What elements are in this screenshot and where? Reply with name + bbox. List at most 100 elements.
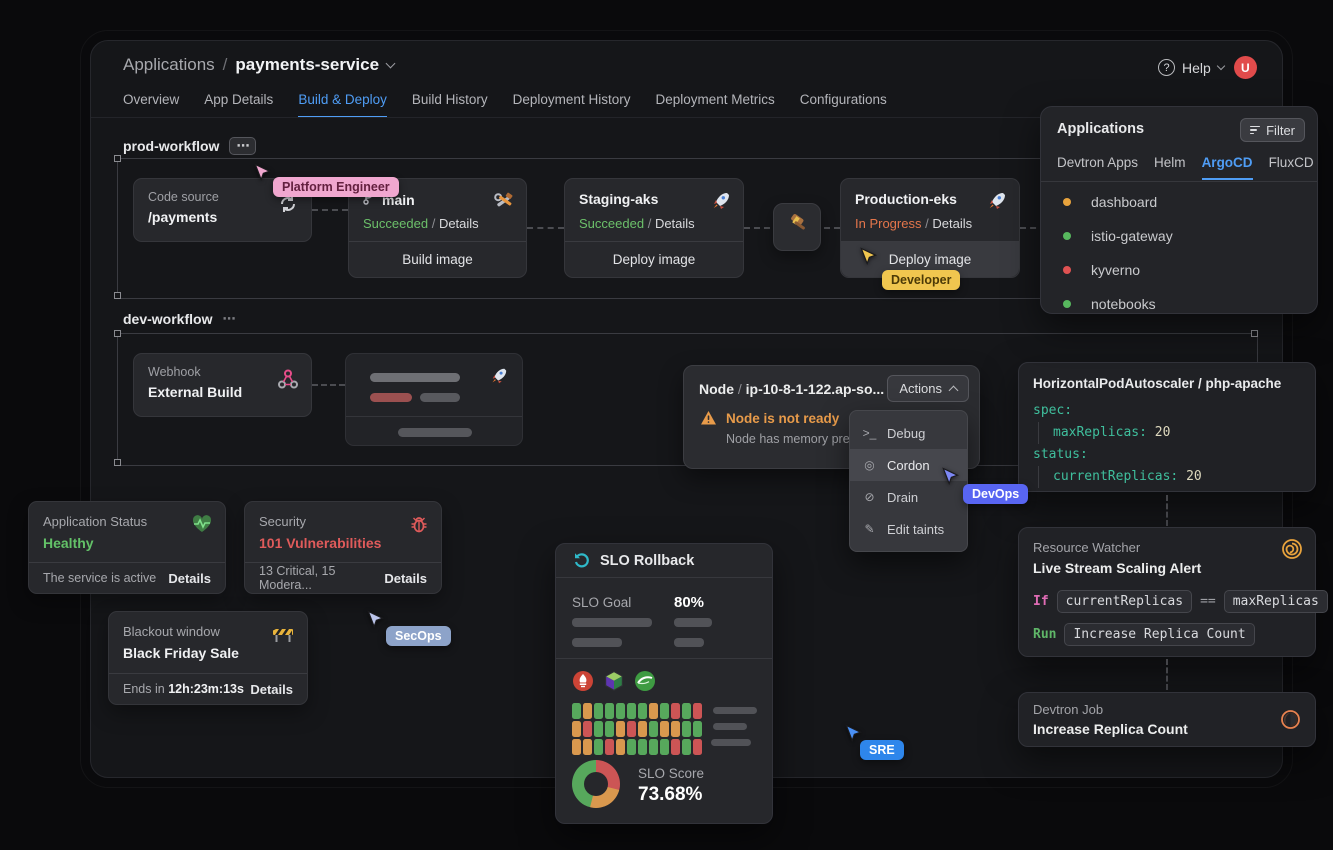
- connector: [312, 209, 348, 211]
- heatmap-cell: [594, 721, 603, 737]
- tab-build-deploy[interactable]: Build & Deploy: [298, 92, 387, 118]
- node-actions-button[interactable]: Actions: [887, 375, 969, 402]
- rollback-icon: [572, 550, 590, 572]
- skeleton-bar: [370, 373, 460, 382]
- connector: [1166, 495, 1168, 526]
- applications-panel-title: Applications: [1057, 121, 1145, 137]
- tab-argocd[interactable]: ArgoCD: [1201, 155, 1253, 180]
- cursor-label: SecOps: [386, 626, 451, 646]
- loading-pipeline-card[interactable]: [345, 353, 523, 446]
- production-details-link[interactable]: Details: [932, 216, 973, 231]
- help-button[interactable]: ? Help: [1158, 59, 1226, 76]
- heatmap-cell: [616, 739, 625, 755]
- security-details-link[interactable]: Details: [384, 570, 427, 586]
- menu-item-debug[interactable]: >_ Debug: [862, 425, 926, 441]
- divider: [556, 658, 772, 659]
- staging-environment-card[interactable]: Staging-aks Succeeded / Details Deploy i…: [564, 178, 744, 278]
- cursor-devops: DevOps: [940, 466, 1029, 504]
- menu-item-edit-taints[interactable]: ✎ Edit taints: [850, 513, 967, 545]
- dev-workflow-more-button[interactable]: ⋯: [222, 311, 237, 326]
- build-details-link[interactable]: Details: [438, 216, 479, 231]
- breadcrumb-root[interactable]: Applications: [123, 55, 215, 74]
- list-item-dashboard[interactable]: dashboard: [1041, 185, 1317, 219]
- blackout-window-card[interactable]: Blackout window Black Friday Sale Ends i…: [108, 611, 308, 705]
- connector: [527, 227, 564, 229]
- heatmap-cell: [660, 703, 669, 719]
- status-dot: [1063, 232, 1071, 240]
- selection-handle[interactable]: [1251, 330, 1258, 337]
- prod-workflow-more-button[interactable]: ⋯: [229, 137, 257, 155]
- tab-fluxcd[interactable]: FluxCD: [1268, 155, 1314, 170]
- list-item-istio-gateway[interactable]: istio-gateway: [1041, 219, 1317, 253]
- security-label: Security: [259, 514, 306, 529]
- heatmap-cell: [671, 739, 680, 755]
- tab-overview[interactable]: Overview: [123, 92, 180, 107]
- heatmap-cell: [693, 739, 702, 755]
- list-item-kyverno[interactable]: kyverno: [1041, 253, 1317, 287]
- yaml-key: maxReplicas:: [1053, 425, 1147, 440]
- chevron-up-icon: [948, 385, 959, 396]
- production-name: Production-eks: [855, 191, 957, 207]
- tab-deployment-history[interactable]: Deployment History: [512, 92, 631, 107]
- selection-handle[interactable]: [114, 292, 121, 299]
- heatmap-cell: [649, 703, 658, 719]
- selection-handle[interactable]: [114, 330, 121, 337]
- menu-item-drain[interactable]: ⊘ Drain: [850, 481, 967, 513]
- selection-handle[interactable]: [114, 155, 121, 162]
- hpa-title: HorizontalPodAutoscaler / php-apache: [1033, 376, 1282, 391]
- filter-button[interactable]: Filter: [1240, 118, 1305, 142]
- selection-handle[interactable]: [114, 459, 121, 466]
- breadcrumb-separator: /: [222, 55, 228, 74]
- heatmap-cell: [682, 703, 691, 719]
- bug-icon: [409, 514, 429, 539]
- header-actions: ? Help U: [1158, 56, 1257, 79]
- gavel-icon: [784, 212, 810, 243]
- tab-helm[interactable]: Helm: [1154, 155, 1186, 170]
- job-progress-icon: [1280, 709, 1301, 735]
- if-keyword: If: [1033, 594, 1049, 609]
- tab-app-details[interactable]: App Details: [204, 92, 274, 107]
- app-tabs: Overview App Details Build & Deploy Buil…: [123, 92, 887, 118]
- list-item-notebooks[interactable]: notebooks: [1041, 287, 1317, 321]
- tab-devtron-apps[interactable]: Devtron Apps: [1057, 155, 1139, 170]
- resource-watcher-title: Live Stream Scaling Alert: [1033, 560, 1202, 576]
- heatmap-cell: [671, 721, 680, 737]
- filter-icon: [1250, 125, 1261, 135]
- run-action-chip: Increase Replica Count: [1064, 623, 1255, 646]
- hpa-yaml: spec: maxReplicas: 20 status: currentRep…: [1033, 400, 1202, 488]
- heartbeat-icon: [191, 514, 213, 539]
- heatmap-cell: [572, 739, 581, 755]
- build-image-button[interactable]: Build image: [349, 241, 526, 277]
- connector: [312, 384, 345, 386]
- security-card[interactable]: Security 101 Vulnerabilities 13 Critical…: [244, 501, 442, 594]
- tab-build-history[interactable]: Build History: [411, 92, 488, 107]
- heatmap-cell: [627, 703, 636, 719]
- cursor-label: Platform Engineer: [273, 177, 399, 197]
- connector: [1166, 659, 1168, 690]
- build-pipeline-card[interactable]: main Succeeded / Details Build image: [348, 178, 527, 278]
- security-value: 101 Vulnerabilities: [259, 535, 382, 551]
- tab-configurations[interactable]: Configurations: [799, 92, 887, 107]
- skeleton-bar: [398, 428, 472, 437]
- webhook-card[interactable]: Webhook External Build: [133, 353, 312, 417]
- application-status-card[interactable]: Application Status Healthy The service i…: [28, 501, 226, 594]
- pause-circle-icon: ◎: [864, 458, 875, 472]
- webhook-value: External Build: [148, 384, 243, 400]
- avatar[interactable]: U: [1233, 56, 1257, 79]
- tab-deployment-metrics[interactable]: Deployment Metrics: [655, 92, 775, 107]
- pencil-icon: ✎: [864, 522, 875, 536]
- barrier-icon: [271, 624, 295, 649]
- rocket-icon: [711, 191, 731, 216]
- staging-details-link[interactable]: Details: [654, 216, 695, 231]
- blackout-details-link[interactable]: Details: [250, 681, 293, 697]
- help-icon: ?: [1158, 59, 1175, 76]
- applications-panel: Applications Filter Devtron Apps Helm Ar…: [1040, 106, 1318, 314]
- node-kind: Node: [699, 381, 734, 397]
- chevron-down-icon[interactable]: [385, 58, 396, 69]
- staging-deploy-button[interactable]: Deploy image: [565, 241, 743, 277]
- app-status-details-link[interactable]: Details: [168, 570, 211, 586]
- devtron-job-title: Increase Replica Count: [1033, 721, 1188, 737]
- approval-gate[interactable]: [773, 203, 821, 251]
- skeleton-bar: [713, 707, 757, 714]
- yaml-value: 20: [1186, 469, 1202, 484]
